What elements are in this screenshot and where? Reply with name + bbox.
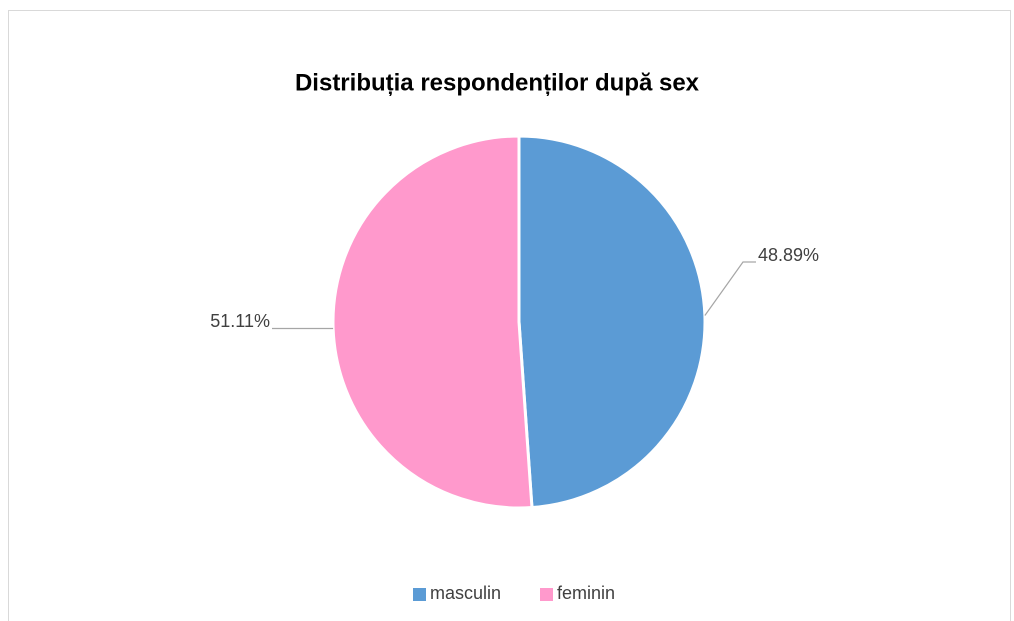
legend-label: masculin <box>430 583 501 603</box>
pie-slice <box>331 134 534 510</box>
legend-swatch <box>540 588 553 601</box>
leader-line <box>704 261 756 316</box>
legend-label: feminin <box>557 583 615 603</box>
data-label: 48.89% <box>758 245 819 265</box>
legend-swatch <box>413 588 426 601</box>
pie-slice <box>517 134 707 510</box>
chart-title: Distribuția respondenților după sex <box>295 69 700 96</box>
data-label: 51.11% <box>210 311 270 331</box>
